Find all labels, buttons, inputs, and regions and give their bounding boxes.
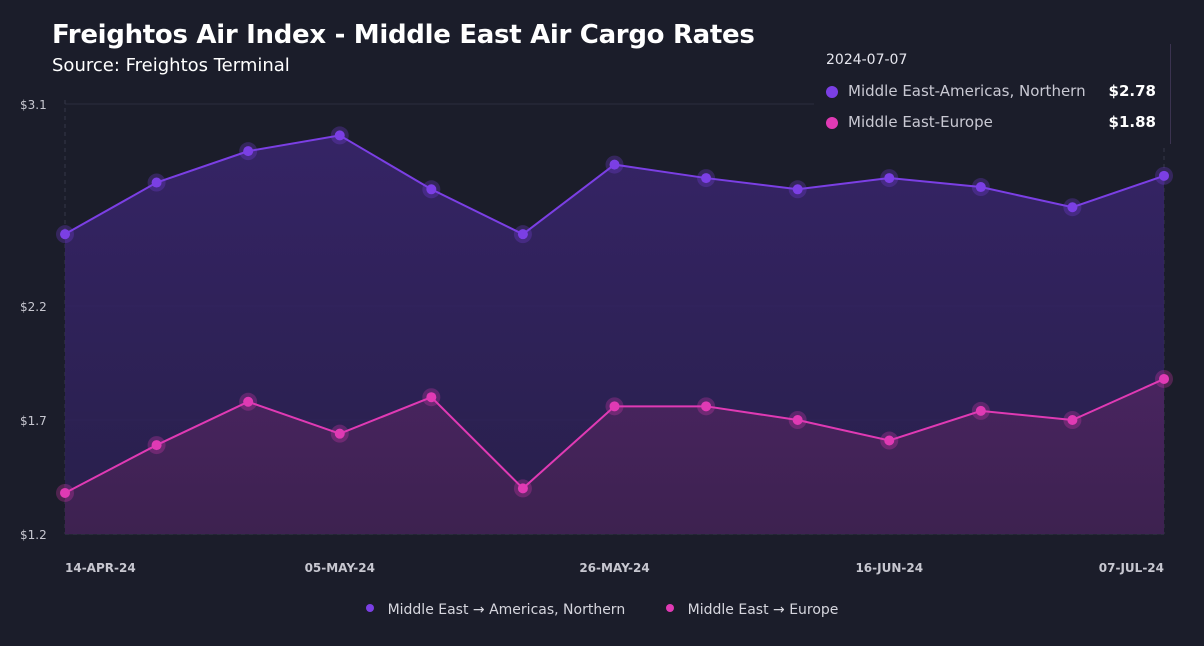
y-tick-label: $3.1 xyxy=(20,98,47,112)
tooltip-series-name: Middle East-Europe xyxy=(848,113,993,131)
europe-point xyxy=(975,405,986,416)
europe-point xyxy=(243,396,254,407)
chart-title: Freightos Air Index - Middle East Air Ca… xyxy=(52,20,755,50)
europe-point xyxy=(60,487,70,498)
europe-point xyxy=(517,483,528,494)
y-tick-label: $2.2 xyxy=(20,300,47,314)
americas-point xyxy=(517,229,528,240)
tooltip-row-americas: Middle East-Americas, Northern $2.78 xyxy=(826,82,1156,102)
x-tick-label: 14-APR-24 xyxy=(65,561,136,575)
europe-area xyxy=(65,378,1164,534)
americas-point xyxy=(426,184,437,195)
europe-series-dot-icon xyxy=(826,117,838,129)
americas-point xyxy=(1067,202,1078,213)
americas-point xyxy=(609,159,620,170)
europe-point xyxy=(792,415,803,425)
europe-point xyxy=(1159,373,1169,384)
chart-tooltip: 2024-07-07 Middle East-Americas, Norther… xyxy=(814,44,1171,144)
x-tick-label: 16-JUN-24 xyxy=(855,561,923,575)
legend-dot-icon xyxy=(665,604,674,612)
europe-point xyxy=(426,392,437,403)
tooltip-row-europe: Middle East-Europe $1.88 xyxy=(826,113,1156,133)
americas-point xyxy=(884,173,895,184)
americas-series-dot-icon xyxy=(826,86,838,98)
chart-subtitle: Source: Freightos Terminal xyxy=(52,55,290,76)
europe-point xyxy=(609,401,620,412)
x-tick-label: 07-JUL-24 xyxy=(1099,561,1164,575)
americas-point xyxy=(701,173,712,184)
americas-point xyxy=(975,182,986,193)
americas-point xyxy=(151,177,162,188)
legend-label: Middle East → Americas, Northern xyxy=(387,602,626,618)
legend-label: Middle East → Europe xyxy=(687,602,839,618)
europe-point xyxy=(151,440,162,451)
tooltip-series-name: Middle East-Americas, Northern xyxy=(848,82,1086,100)
tooltip-date: 2024-07-07 xyxy=(826,52,908,68)
europe-point xyxy=(884,435,895,446)
americas-point xyxy=(334,130,345,141)
y-tick-label: $1.7 xyxy=(20,414,47,428)
americas-point xyxy=(1159,170,1169,181)
chart-legend: Middle East → Americas, Northern Middle … xyxy=(0,602,1204,618)
europe-point xyxy=(1067,415,1078,425)
legend-item-europe[interactable]: Middle East → Europe xyxy=(665,602,839,618)
europe-point xyxy=(334,428,345,439)
x-tick-label: 26-MAY-24 xyxy=(579,561,649,575)
europe-point xyxy=(701,401,712,412)
americas-point xyxy=(792,184,803,195)
legend-dot-icon xyxy=(365,604,374,612)
americas-point xyxy=(243,146,254,157)
tooltip-series-value: $1.88 xyxy=(1108,113,1156,131)
y-tick-label: $1.2 xyxy=(20,528,47,542)
americas-point xyxy=(60,229,70,240)
legend-item-americas[interactable]: Middle East → Americas, Northern xyxy=(365,602,626,618)
x-tick-label: 05-MAY-24 xyxy=(305,561,375,575)
tooltip-series-value: $2.78 xyxy=(1108,82,1156,100)
